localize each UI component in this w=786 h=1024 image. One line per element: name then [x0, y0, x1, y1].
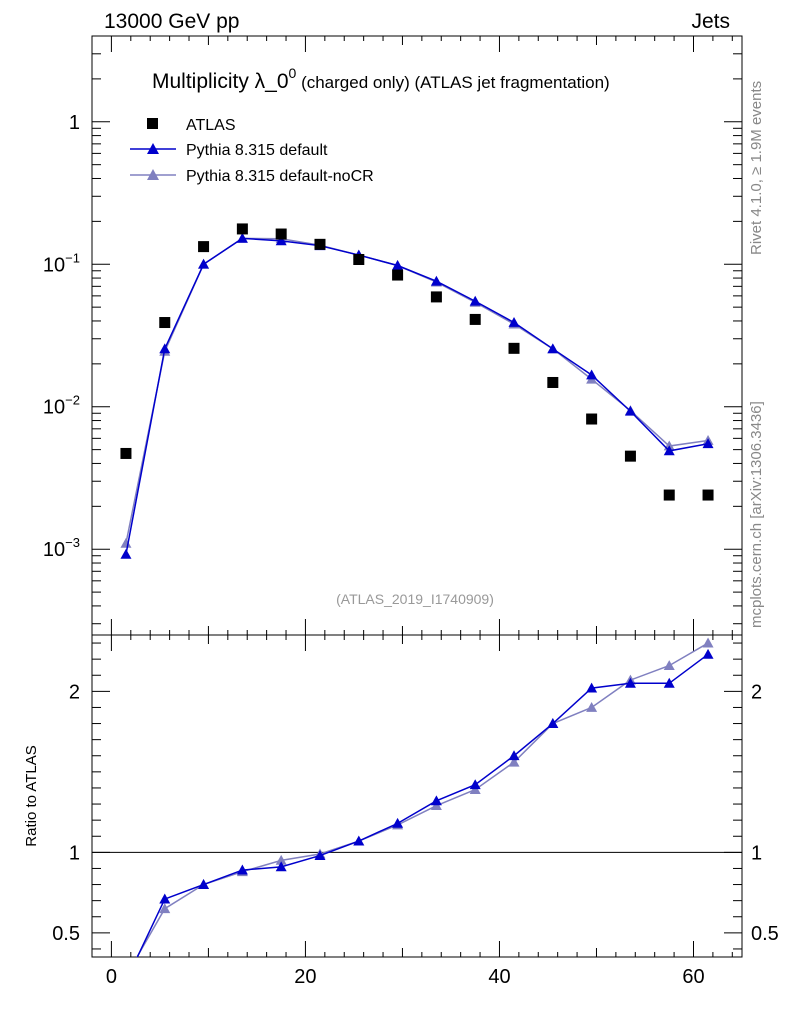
legend: ATLAS Pythia 8.315 default Pythia 8.315 … — [130, 117, 374, 185]
ratio-ytick-label-left: 2 — [69, 681, 80, 703]
ratio-point-default — [314, 850, 326, 860]
series-point-default — [198, 258, 210, 269]
series-point-atlas — [236, 223, 248, 235]
ratio-xtick-label: 60 — [682, 966, 704, 988]
main-ytick-label-exp: −1 — [65, 250, 80, 265]
main-ytick-label-exp: −3 — [65, 535, 80, 550]
series-point-default — [159, 343, 171, 354]
ratio-point-default — [159, 893, 171, 904]
legend-label-nocr: Pythia 8.315 default-noCR — [186, 168, 374, 185]
series-point-atlas — [275, 228, 287, 240]
ratio-point-default — [353, 835, 365, 846]
ratio-point-default — [275, 861, 287, 872]
series-point-atlas — [508, 342, 520, 354]
series-point-default — [508, 317, 520, 327]
legend-marker-nocr — [147, 169, 159, 180]
series-line-nocr — [125, 237, 709, 544]
main-ytick-label: 10−1 — [43, 250, 80, 276]
chart-title-sup: 0 — [289, 65, 297, 81]
ratio-ytick-label-left: 1 — [69, 842, 80, 864]
series-point-default — [120, 548, 132, 559]
main-ytick-label-base: 10 — [43, 397, 65, 419]
series-point-default — [275, 235, 287, 246]
main-ytick-label-exp: −2 — [65, 393, 80, 408]
main-ytick-label: 10−2 — [43, 393, 80, 419]
ratio-point-nocr — [120, 971, 131, 981]
series-point-default — [236, 232, 248, 243]
ratio-line-nocr — [136, 642, 709, 957]
header-right: Jets — [691, 10, 730, 33]
main-ytick-label: 1 — [69, 112, 80, 134]
series-point-atlas — [586, 413, 598, 425]
series-point-atlas — [430, 291, 442, 303]
chart-title: Multiplicity λ_00 (charged only) (ATLAS … — [152, 65, 610, 93]
series-point-atlas — [547, 376, 559, 388]
ratio-point-default — [430, 795, 442, 806]
legend-marker-default — [147, 143, 159, 154]
ratio-point-nocr — [275, 854, 287, 865]
series-point-default — [702, 438, 714, 449]
ratio-point-default — [392, 817, 404, 828]
main-ytick-label-base: 1 — [69, 112, 80, 134]
series-point-default — [586, 369, 598, 380]
series-point-atlas — [120, 447, 132, 459]
series-point-default — [392, 260, 404, 270]
series-point-atlas — [198, 241, 210, 253]
ratio-point-nocr — [586, 701, 598, 712]
series-point-atlas — [392, 269, 404, 281]
legend-label-default: Pythia 8.315 default — [186, 142, 328, 159]
ratio-point-default — [120, 976, 131, 986]
ratio-point-default — [586, 682, 598, 693]
ratio-point-nocr — [702, 637, 714, 648]
mcplots-label: mcplots.cern.ch [arXiv:1306.3436] — [748, 401, 765, 628]
series-point-default — [469, 295, 481, 306]
series-point-atlas — [159, 317, 171, 329]
series-point-atlas — [702, 489, 714, 501]
main-ytick-label-base: 10 — [43, 539, 65, 561]
ratio-ytick-label-right: 0.5 — [751, 923, 779, 945]
series-point-default — [547, 343, 559, 354]
chart-title-rest: (charged only) (ATLAS jet fragmentation) — [296, 73, 609, 92]
series-point-atlas — [353, 253, 365, 265]
series-point-default — [430, 275, 442, 286]
series-point-default — [663, 445, 675, 456]
series-point-nocr — [120, 537, 132, 548]
series-point-atlas — [469, 313, 481, 325]
ratio-point-default — [469, 779, 481, 790]
ratio-point-nocr — [663, 660, 675, 670]
ratio-point-default — [663, 677, 675, 688]
analysis-id: (ATLAS_2019_I1740909) — [336, 591, 494, 607]
ratio-point-default — [624, 677, 636, 688]
ratio-point-default — [236, 864, 248, 875]
series-point-atlas — [624, 450, 636, 462]
ratio-point-default — [547, 718, 559, 728]
series-point-atlas — [314, 238, 326, 250]
main-ytick-label-base: 10 — [43, 254, 65, 276]
ratio-point-default — [508, 750, 520, 761]
legend-label-atlas: ATLAS — [186, 117, 236, 134]
ratio-ylabel: Ratio to ATLAS — [23, 745, 40, 846]
header-left: 13000 GeV pp — [104, 10, 239, 33]
ratio-line-default — [136, 653, 709, 957]
ratio-point-nocr — [159, 903, 171, 914]
ratio-plot-frame — [91, 634, 743, 958]
ratio-point-default — [198, 879, 210, 889]
ratio-ytick-label-left: 0.5 — [52, 923, 80, 945]
ratio-xtick-label: 20 — [294, 966, 316, 988]
ratio-xtick-label: 0 — [106, 966, 117, 988]
ratio-ytick-label-right: 1 — [751, 842, 762, 864]
ratio-point-nocr — [508, 756, 520, 767]
ratio-ytick-label-right: 2 — [751, 681, 762, 703]
series-line-default — [125, 237, 709, 555]
rivet-label: Rivet 4.1.0, ≥ 1.9M events — [748, 81, 765, 255]
chart-title-main: Multiplicity λ_0 — [152, 70, 289, 93]
main-ytick-label: 10−3 — [43, 535, 80, 561]
legend-marker-atlas — [147, 118, 158, 129]
series-point-atlas — [663, 489, 675, 501]
series-point-default — [624, 405, 636, 416]
ratio-point-default — [702, 648, 714, 659]
ratio-xtick-label: 40 — [488, 966, 510, 988]
